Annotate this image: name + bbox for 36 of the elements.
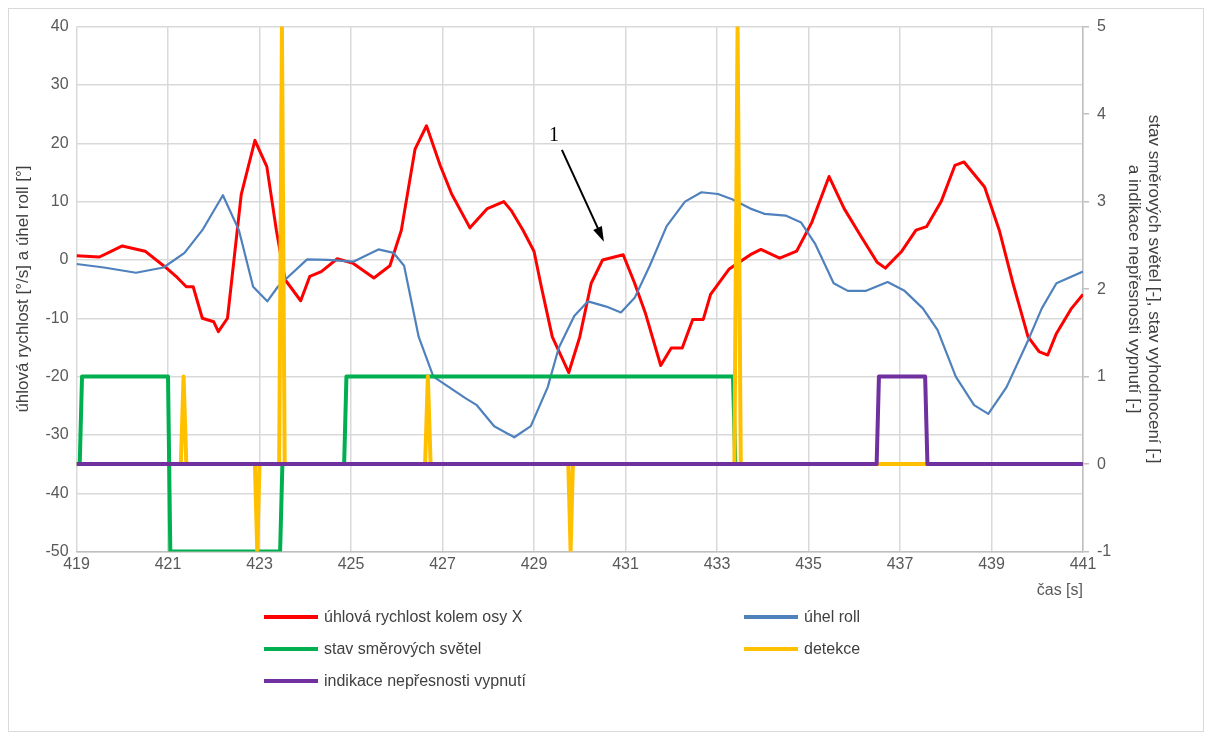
y-tick-label: -40 — [45, 483, 69, 501]
x-axis-title: čas [s] — [1036, 580, 1083, 598]
y2-tick-label: 3 — [1096, 192, 1106, 210]
x-tick-label: 429 — [520, 554, 548, 572]
x-tick-label: 423 — [246, 554, 273, 572]
legend-label: úhel roll — [804, 608, 861, 626]
y-tick-label: -10 — [45, 308, 69, 326]
y-tick-label: -20 — [45, 367, 69, 385]
y2-axis-title: stav směrových světel [-], stav vyhodnocení [-] a indikace nepřesnosti vypnutí [-] — [1124, 114, 1165, 464]
x-tick-label: 421 — [154, 554, 182, 572]
y-axis-title: úhlová rychlost [°/s] a úhel roll [°] — [12, 165, 32, 413]
y2-tick-label: 0 — [1096, 454, 1106, 472]
y-tick-label: 0 — [59, 250, 69, 268]
x-tick-label: 439 — [978, 554, 1005, 572]
y2-tick-label: 1 — [1096, 367, 1106, 385]
annotation: 1 — [548, 123, 559, 146]
legend-label: indikace nepřesnosti vypnutí — [324, 672, 526, 690]
y-tick-label: -30 — [45, 425, 69, 443]
legend-label: stav směrových světel — [324, 640, 482, 658]
y2-tick-label: 5 — [1096, 17, 1106, 35]
y-tick-label: 40 — [50, 17, 69, 35]
y-tick-label: 20 — [50, 133, 69, 151]
legend-label: úhlová rychlost kolem osy X — [324, 608, 523, 626]
y2-tick-label: -1 — [1096, 542, 1112, 560]
y-tick-label: 30 — [50, 75, 69, 93]
x-tick-label: 435 — [795, 554, 822, 572]
x-tick-label: 437 — [886, 554, 914, 572]
y2-tick-label: 4 — [1096, 104, 1106, 122]
x-tick-label: 425 — [337, 554, 365, 572]
x-tick-label: 427 — [429, 554, 456, 572]
x-tick-label: 431 — [612, 554, 639, 572]
x-tick-label: 441 — [1069, 554, 1097, 572]
legend-label: detekce — [804, 640, 861, 658]
x-tick-label: 433 — [703, 554, 731, 572]
y-tick-label: 10 — [50, 192, 69, 210]
y2-tick-label: 2 — [1096, 279, 1106, 297]
